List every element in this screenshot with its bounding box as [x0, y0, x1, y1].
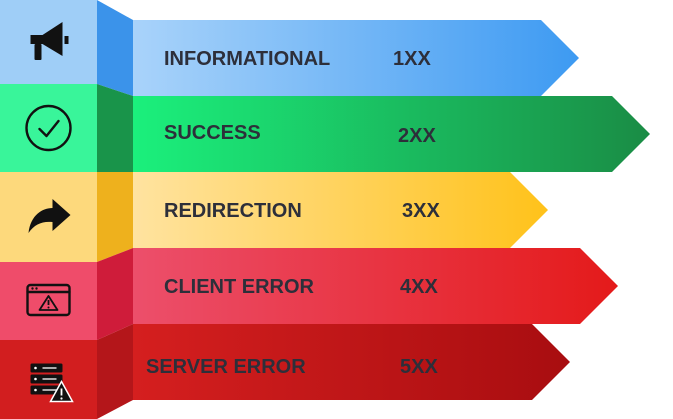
ribbon-arrow-client-error: [133, 248, 618, 324]
status-code: 2XX: [398, 125, 436, 147]
category-label: REDIRECTION: [164, 200, 302, 222]
browser-warning-icon: [26, 283, 71, 317]
server-warning-icon: [30, 363, 74, 403]
row-redirection: REDIRECTION 3XX: [0, 172, 548, 262]
category-label: SERVER ERROR: [146, 356, 306, 378]
icon-block-success: [0, 84, 97, 172]
row-informational: INFORMATIONAL 1XX: [0, 0, 579, 96]
ribbon-arrow-server-error: [133, 324, 570, 400]
ribbon-arrow-redirection: [133, 172, 548, 248]
status-code: 3XX: [402, 200, 440, 222]
fold-band-informational: [97, 0, 133, 96]
row-client-error: CLIENT ERROR 4XX: [0, 248, 618, 340]
ribbon-arrow-informational: [133, 20, 579, 96]
check-circle-icon: [25, 104, 72, 152]
status-code: 5XX: [400, 356, 438, 378]
status-code: 1XX: [393, 48, 431, 70]
row-server-error: SERVER ERROR 5XX: [0, 324, 570, 419]
status-code: 4XX: [400, 276, 438, 298]
fold-band-server-error: [97, 324, 133, 419]
category-label: CLIENT ERROR: [164, 276, 315, 298]
fold-band-redirection: [97, 172, 133, 262]
ribbon-arrow-success: [133, 96, 650, 172]
fold-band-success: [97, 84, 133, 172]
share-arrow-icon: [28, 199, 71, 233]
fold-band-client-error: [97, 248, 133, 340]
category-label: INFORMATIONAL: [164, 48, 330, 70]
row-success: SUCCESS 2XX: [0, 84, 650, 172]
megaphone-icon: [30, 22, 69, 60]
category-label: SUCCESS: [164, 122, 261, 144]
